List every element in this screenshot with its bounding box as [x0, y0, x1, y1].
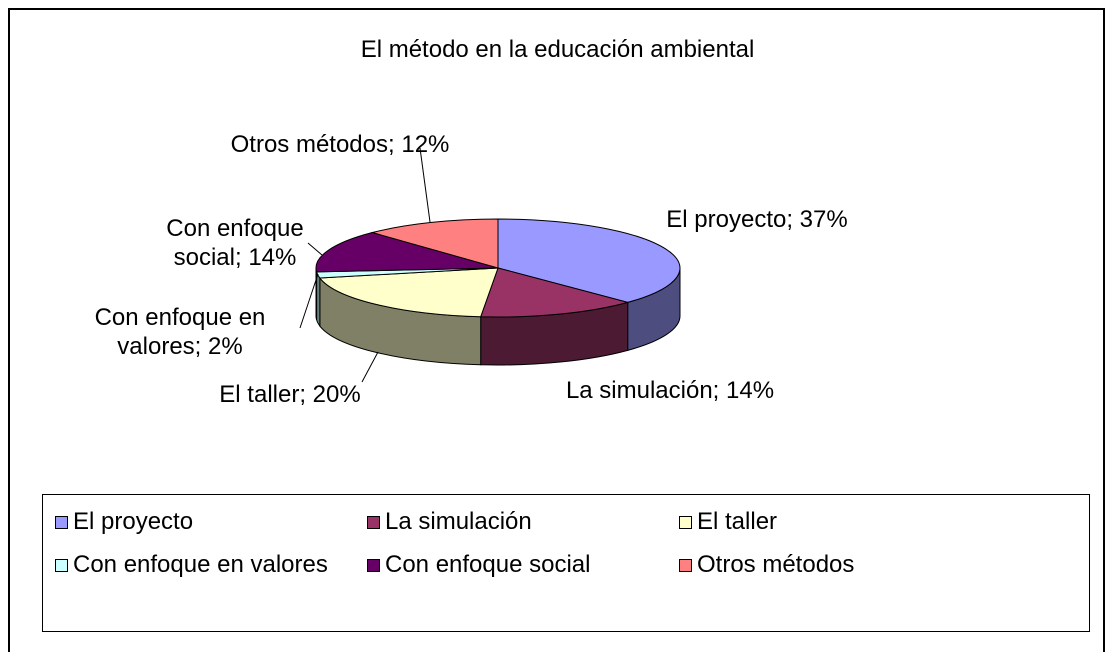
legend-label: El taller	[697, 508, 778, 535]
legend-label: La simulación	[385, 508, 532, 535]
leader-line	[361, 351, 379, 383]
legend-label: Otros métodos	[697, 551, 855, 578]
legend-label: Con enfoque social	[385, 551, 591, 578]
legend-marker	[679, 559, 692, 572]
leader-lines	[299, 147, 431, 383]
pie-sides	[315, 267, 681, 366]
pie-slice	[370, 218, 499, 269]
legend-marker	[55, 516, 68, 529]
legend-marker	[367, 516, 380, 529]
legend-label: Con enfoque en valores	[73, 551, 328, 578]
legend-label: El proyecto	[73, 508, 194, 535]
legend: El proyecto La simulación El taller Con enf…	[42, 494, 1090, 632]
pie-slice	[479, 267, 630, 318]
chart-frame	[8, 8, 1105, 652]
legend-marker	[367, 559, 380, 572]
data-label: La simulación; 14%	[565, 377, 775, 404]
pie-slice	[497, 218, 681, 303]
data-label: Con enfoque en valores; 2%	[94, 304, 266, 360]
leader-line	[307, 242, 323, 256]
pie-slice-side	[315, 267, 318, 321]
data-label: El taller; 20%	[219, 381, 361, 408]
leader-line	[419, 147, 431, 223]
legend-marker	[55, 559, 68, 572]
leader-line	[299, 273, 319, 329]
data-label: Otros métodos; 12%	[230, 131, 450, 158]
chart-title: El método en la educación ambiental	[360, 36, 755, 63]
data-label: El proyecto; 37%	[666, 206, 848, 233]
pie-slice	[318, 267, 499, 318]
legend-marker	[679, 516, 692, 529]
data-label: Con enfoque social; 14%	[166, 215, 304, 271]
pie-tops	[315, 218, 681, 318]
pie-slice	[315, 232, 499, 273]
